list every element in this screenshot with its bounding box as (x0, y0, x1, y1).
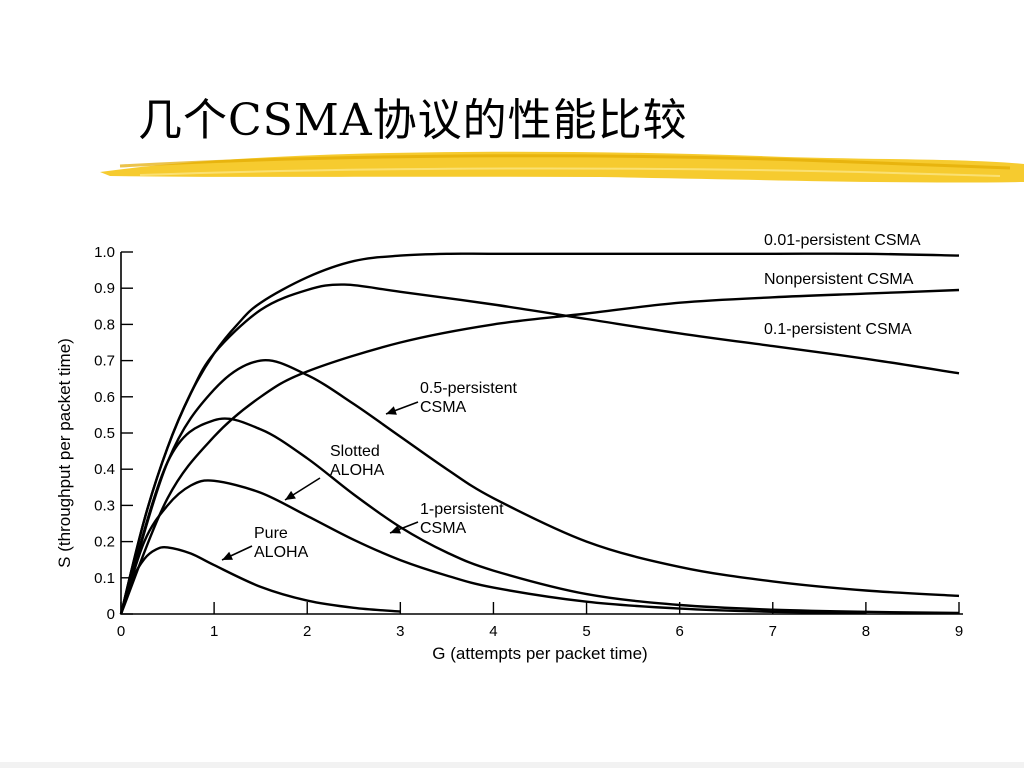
title-highlight-stroke (100, 151, 1024, 183)
series-line-4 (119, 479, 866, 615)
series-label-line: ALOHA (330, 462, 385, 479)
x-tick-label: 9 (955, 623, 963, 640)
series-label-line: CSMA (420, 399, 467, 416)
y-tick-label: 0.6 (94, 389, 115, 406)
series-line-6 (119, 545, 401, 615)
chart-axes: 0 0.1 0.2 0.3 0.4 0.5 0.6 0.7 0.8 0.9 1.0 0 1 2 3 4 5 6 7 8… (55, 244, 963, 663)
x-tick-label: 5 (582, 623, 590, 640)
x-tick-label: 4 (489, 623, 497, 640)
x-tick-label: 1 (210, 623, 218, 640)
series-label-line: 0.1-persistent CSMA (764, 321, 912, 338)
series-label-line: Nonpersistent CSMA (764, 271, 914, 288)
x-tick-label: 0 (117, 623, 125, 640)
series-label-line: 0.01-persistent CSMA (764, 232, 921, 249)
series-label-line: Pure (254, 525, 288, 542)
x-tick-label: 8 (862, 623, 870, 640)
slide-bottom-bar (0, 762, 1024, 768)
y-tick-label: 0.4 (94, 461, 115, 478)
series-line-5 (119, 417, 960, 615)
chart-annotations: 0.01-persistent CSMA Nonpersistent CSMA 0.… (221, 232, 921, 561)
series-label-5: 1-persistent CSMA (389, 501, 504, 537)
series-line-1 (119, 288, 960, 615)
y-tick-label: 1.0 (94, 244, 115, 261)
y-tick-label: 0.5 (94, 425, 115, 442)
slide-title: 几个CSMA协议的性能比较 (138, 95, 688, 146)
x-tick-label: 2 (303, 623, 311, 640)
y-tick-label: 0.3 (94, 497, 115, 514)
series-line-3 (119, 359, 960, 615)
series-label-line: CSMA (420, 520, 467, 537)
series-line-2 (119, 283, 960, 615)
annotation-arrowhead (390, 525, 401, 534)
x-tick-label: 6 (675, 623, 683, 640)
series-label-line: 0.5-persistent (420, 380, 517, 397)
series-label-0: 0.01-persistent CSMA (764, 232, 921, 249)
series-label-3: 0.5-persistent CSMA (385, 380, 517, 416)
y-axis-label: S (throughput per packet time) (55, 338, 74, 568)
series-label-line: 1-persistent (420, 501, 504, 518)
series-label-line: Slotted (330, 443, 380, 460)
x-tick-label: 3 (396, 623, 404, 640)
annotation-arrowhead (285, 490, 296, 500)
x-axis-label: G (attempts per packet time) (432, 644, 647, 663)
annotation-arrowhead (386, 406, 397, 415)
series-label-2: 0.1-persistent CSMA (764, 321, 912, 338)
y-tick-label: 0 (107, 606, 115, 623)
y-tick-label: 0.9 (94, 280, 115, 297)
y-tick-label: 0.2 (94, 534, 115, 551)
series-label-1: Nonpersistent CSMA (764, 271, 914, 288)
x-tick-label: 7 (769, 623, 777, 640)
annotation-arrowhead (222, 551, 233, 560)
series-label-6: Pure ALOHA (221, 525, 309, 561)
y-tick-label: 0.8 (94, 316, 115, 333)
chart-curves (119, 252, 960, 615)
axis-frame (120, 252, 963, 615)
series-line-0 (119, 252, 960, 615)
y-tick-label: 0.1 (94, 570, 115, 587)
series-label-4: Slotted ALOHA (284, 443, 385, 501)
y-tick-label: 0.7 (94, 353, 115, 370)
series-label-line: ALOHA (254, 544, 309, 561)
